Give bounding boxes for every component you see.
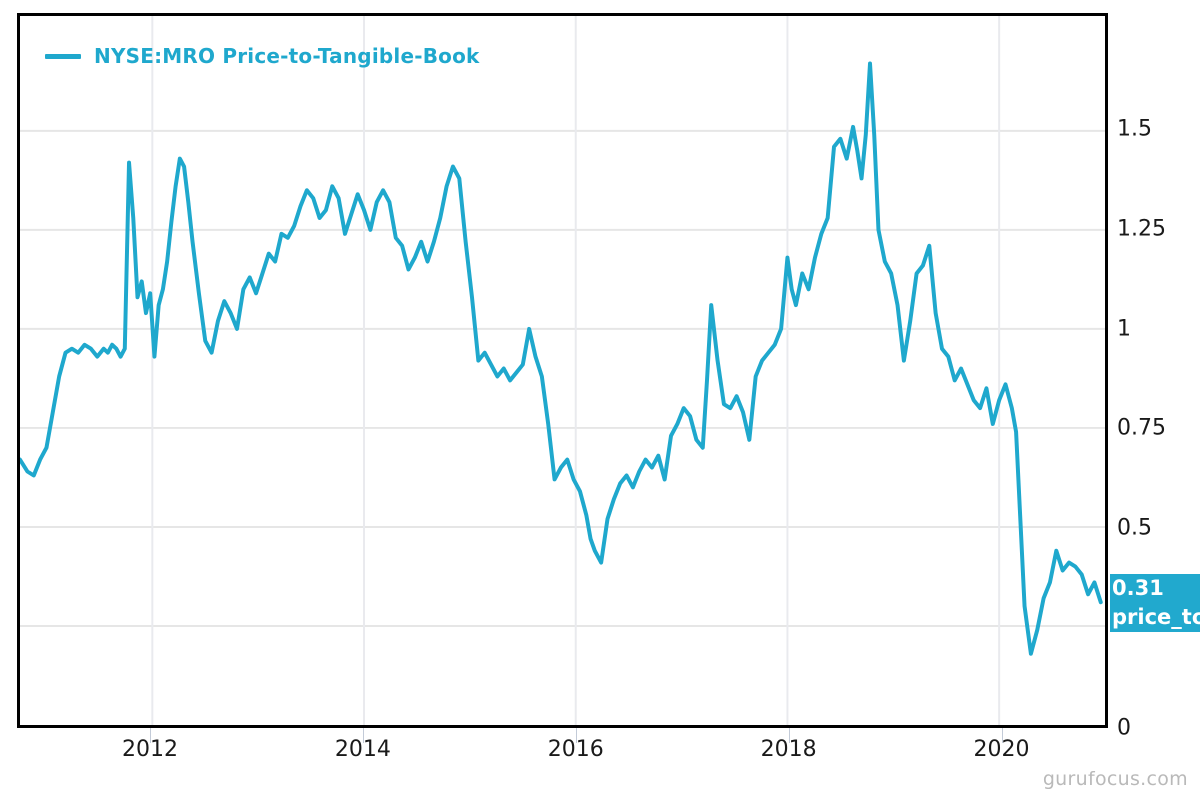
series-line-layer xyxy=(20,61,1103,656)
x-axis-tick-mark xyxy=(362,728,364,743)
legend-color-swatch xyxy=(45,53,81,59)
watermark: gurufocus.com xyxy=(1042,768,1188,790)
current-value: 0.31 xyxy=(1112,576,1164,600)
y-axis-tick-label: 0.75 xyxy=(1117,415,1166,441)
current-value-badge: 0.31 price_to xyxy=(1110,574,1200,632)
x-axis-tick-mark xyxy=(575,728,577,743)
x-axis-tick-mark xyxy=(1001,728,1003,743)
y-axis-tick-label: 0.5 xyxy=(1117,515,1152,541)
x-axis-tick-mark xyxy=(150,728,152,743)
y-axis-tick-label: 1 xyxy=(1117,316,1131,342)
y-axis-tick-label: 0 xyxy=(1117,715,1131,741)
x-axis-tick-mark xyxy=(788,728,790,743)
plot-area xyxy=(17,13,1108,728)
series-line xyxy=(20,61,1103,656)
y-axis-tick-label: 1.25 xyxy=(1117,216,1166,242)
current-metric-name: price_to xyxy=(1112,605,1200,629)
chart-legend: NYSE:MRO Price-to-Tangible-Book xyxy=(45,44,480,68)
grid-lines xyxy=(20,16,1105,725)
y-axis-tick-label: 1.5 xyxy=(1117,116,1152,142)
legend-label: NYSE:MRO Price-to-Tangible-Book xyxy=(94,44,480,68)
